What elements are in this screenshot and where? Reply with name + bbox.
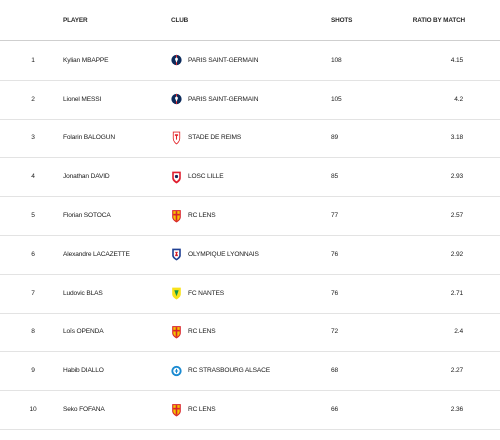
row-club[interactable]: RC LENS [171, 196, 291, 235]
row-club-name: FC NANTES [188, 289, 225, 297]
lyon-crest-icon [171, 247, 182, 261]
table-header-row: PLAYER CLUB SHOTS RATIO BY MATCH [0, 0, 500, 41]
row-club[interactable]: OLYMPIQUE LYONNAIS [171, 235, 291, 274]
row-rank: 5 [31, 212, 35, 220]
row-club-name: RC LENS [188, 212, 216, 220]
lens-crest-icon [171, 325, 182, 339]
row-club[interactable]: RC STRASBOURG ALSACE [171, 351, 291, 390]
row-club-name: RC LENS [188, 328, 216, 336]
row-shots: 76 [331, 289, 339, 297]
lens-crest-icon [171, 403, 182, 417]
row-club[interactable]: RC LENS [171, 390, 291, 429]
row-shots: 66 [331, 406, 339, 414]
table-row[interactable]: 10 Seko FOFANA RC LENS 66 2.36 [0, 390, 500, 430]
table-row[interactable]: 4 Jonathan DAVID LOSC LILLE 85 2.93 [0, 157, 500, 198]
row-player-name[interactable]: Loïs OPENDA [63, 328, 104, 336]
row-rank: 2 [31, 95, 35, 103]
table-row[interactable]: 3 Folarin BALOGUN STADE DE REIMS 89 3.18 [0, 119, 500, 159]
row-club[interactable]: STADE DE REIMS [171, 119, 291, 158]
row-rank: 8 [31, 328, 35, 336]
lens-crest-icon [171, 209, 182, 223]
row-player-name[interactable]: Ludovic BLAS [63, 289, 103, 297]
lille-crest-icon [171, 170, 182, 184]
table-row[interactable]: 6 Alexandre LACAZETTE OLYMPIQUE LYONNAIS… [0, 235, 500, 275]
psg-crest-icon [171, 53, 182, 67]
row-player-name[interactable]: Folarin BALOGUN [63, 134, 115, 142]
row-ratio: 2.57 [450, 212, 463, 220]
row-ratio: 2.93 [450, 173, 463, 181]
row-rank: 4 [31, 173, 35, 181]
row-shots: 89 [331, 134, 339, 142]
row-shots: 68 [331, 367, 339, 375]
row-player-name[interactable]: Alexandre LACAZETTE [63, 250, 130, 258]
psg-crest-icon [171, 92, 182, 106]
row-ratio: 2.36 [450, 406, 463, 414]
row-ratio: 2.4 [454, 328, 463, 336]
nantes-crest-icon [171, 286, 182, 300]
row-rank: 1 [31, 56, 35, 64]
strasbourg-crest-icon [171, 364, 182, 378]
row-club-name: STADE DE REIMS [188, 134, 242, 142]
header-rank [22, 0, 44, 40]
table-row[interactable]: 2 Lionel MESSI PARIS SAINT-GERMAIN 105 4… [0, 80, 500, 120]
row-club-name: RC LENS [188, 406, 216, 414]
row-ratio: 3.18 [450, 134, 463, 142]
row-ratio: 2.27 [450, 367, 463, 375]
row-club-name: LOSC LILLE [188, 173, 224, 181]
row-shots: 108 [331, 56, 342, 64]
row-ratio: 2.92 [450, 250, 463, 258]
header-shots[interactable]: SHOTS [331, 16, 353, 24]
row-player-name[interactable]: Kylian MBAPPE [63, 56, 109, 64]
header-club[interactable]: CLUB [171, 16, 189, 24]
row-ratio: 2.71 [450, 289, 463, 297]
row-shots: 76 [331, 250, 339, 258]
row-player-name[interactable]: Florian SOTOCA [63, 212, 111, 220]
row-club-name: OLYMPIQUE LYONNAIS [188, 250, 259, 258]
row-ratio: 4.2 [454, 95, 463, 103]
row-club[interactable]: RC LENS [171, 313, 291, 352]
reims-crest-icon [171, 131, 182, 145]
row-club[interactable]: PARIS SAINT-GERMAIN [171, 80, 291, 119]
row-club-name: RC STRASBOURG ALSACE [188, 367, 271, 375]
row-player-name[interactable]: Jonathan DAVID [63, 173, 110, 181]
table-row[interactable]: 7 Ludovic BLAS FC NANTES 76 2.71 [0, 274, 500, 314]
row-club-name: PARIS SAINT-GERMAIN [188, 95, 259, 103]
table-row[interactable]: 8 Loïs OPENDA RC LENS 72 2.4 [0, 313, 500, 353]
header-ratio[interactable]: RATIO BY MATCH [412, 16, 465, 24]
row-rank: 9 [31, 367, 35, 375]
row-shots: 72 [331, 328, 339, 336]
row-rank: 3 [31, 134, 35, 142]
table-row[interactable]: 9 Habib DIALLO RC STRASBOURG ALSACE 68 2… [0, 351, 500, 392]
row-player-name[interactable]: Seko FOFANA [63, 406, 105, 414]
row-club-name: PARIS SAINT-GERMAIN [188, 56, 259, 64]
row-shots: 105 [331, 95, 342, 103]
row-player-name[interactable]: Habib DIALLO [63, 367, 104, 375]
row-shots: 85 [331, 173, 339, 181]
header-player[interactable]: PLAYER [63, 16, 88, 24]
row-rank: 10 [29, 406, 37, 414]
row-ratio: 4.15 [450, 56, 463, 64]
row-club[interactable]: PARIS SAINT-GERMAIN [171, 41, 291, 80]
row-club[interactable]: FC NANTES [171, 274, 291, 313]
row-shots: 77 [331, 212, 339, 220]
table-row[interactable]: 1 Kylian MBAPPE PARIS SAINT-GERMAIN 108 … [0, 41, 500, 81]
row-club[interactable]: LOSC LILLE [171, 157, 291, 196]
row-rank: 7 [31, 289, 35, 297]
row-player-name[interactable]: Lionel MESSI [63, 95, 102, 103]
table-row[interactable]: 5 Florian SOTOCA RC LENS 77 2.57 [0, 196, 500, 236]
row-rank: 6 [31, 250, 35, 258]
